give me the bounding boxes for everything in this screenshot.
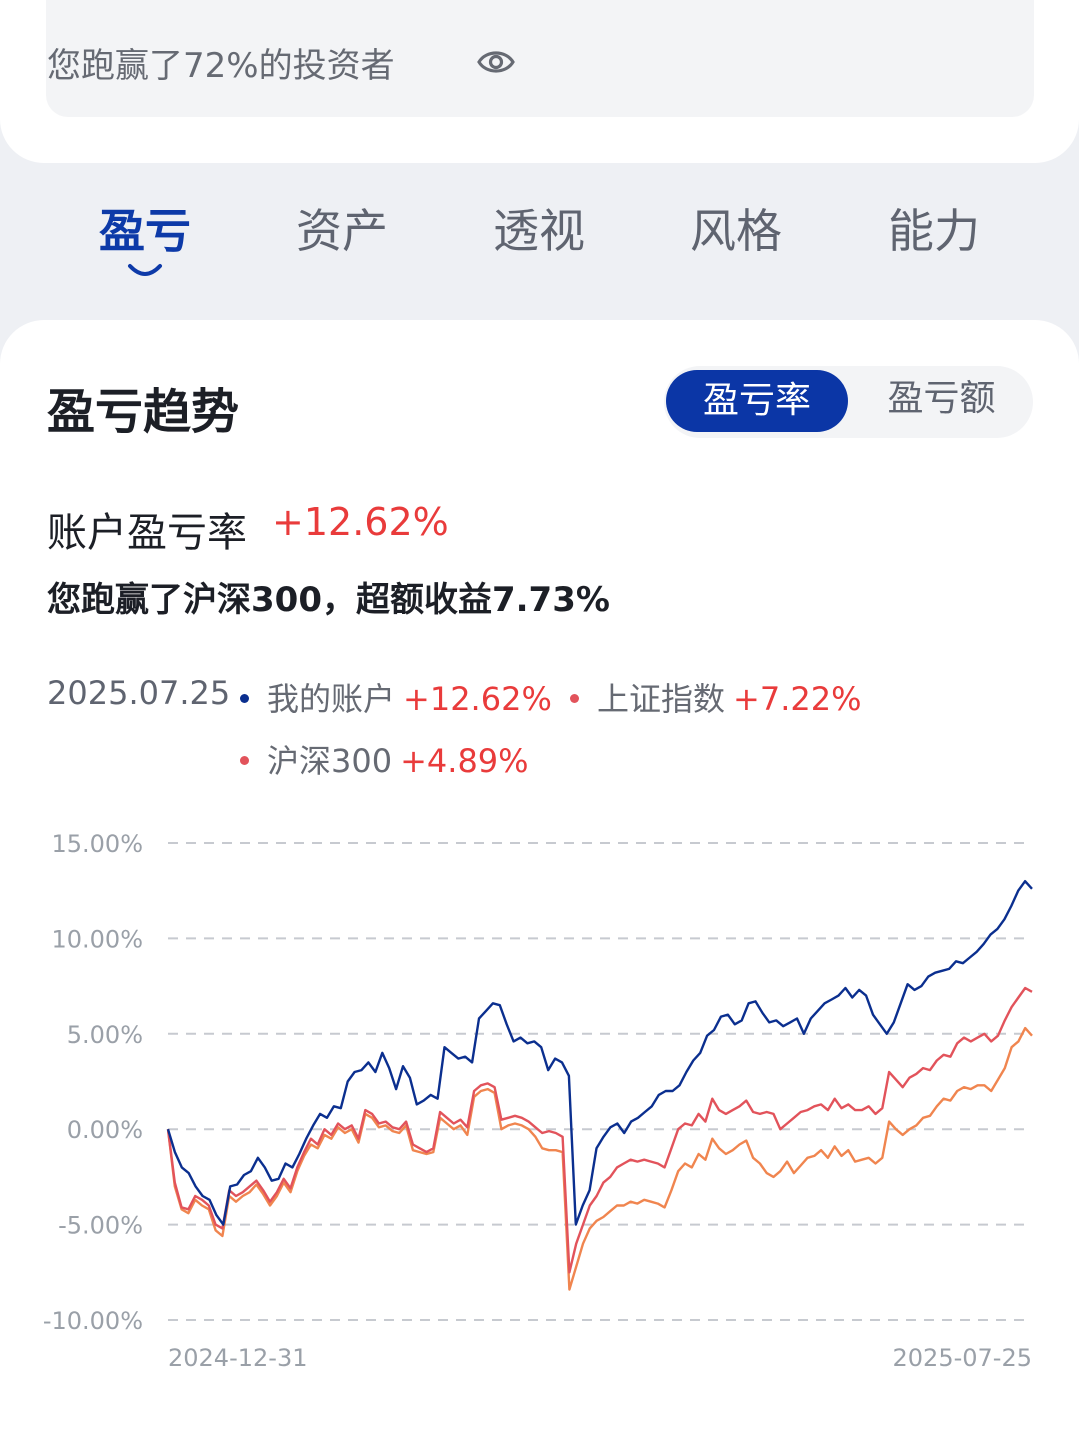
legend-dot-sse [570,693,579,703]
legend-name: 我的账户 [267,680,396,718]
eye-icon[interactable] [476,44,516,80]
tab-profit-loss[interactable]: 盈亏 [99,204,191,258]
x-tick-label-start: 2024-12-31 [168,1344,307,1372]
legend-value: +4.89% [400,742,529,780]
toggle-amount-button[interactable]: 盈亏额 [887,378,996,419]
y-tick-label: -10.00% [43,1307,143,1335]
beat-investors-text: 您跑赢了72%的投资者 [47,46,395,86]
legend-item-csi300: 沪深300 +4.89% [240,736,529,782]
legend-item-sse: 上证指数 +7.22% [570,674,861,720]
legend-name: 沪深300 [267,742,393,780]
metric-toggle: 盈亏率 盈亏额 [664,366,1033,438]
active-tab-indicator [128,264,162,276]
legend-item-account: 我的账户 +12.62% [240,674,552,720]
trend-card [0,320,1079,1439]
legend-name: 上证指数 [597,680,726,718]
y-tick-label: 5.00% [67,1021,143,1049]
legend-date: 2025.07.25 [47,674,231,712]
beat-investors-box [46,0,1034,117]
beat-index-text: 您跑赢了沪深300，超额收益7.73% [47,580,610,620]
account-rate-value: +12.62% [272,500,449,544]
tab-perspective[interactable]: 透视 [493,204,585,258]
y-tick-label: -5.00% [58,1212,143,1240]
y-tick-label: 15.00% [51,830,143,858]
series-line-0 [166,879,1033,1226]
account-rate-label: 账户盈亏率 [47,510,247,556]
legend-dot-csi300 [240,755,249,765]
series-line-1 [166,986,1033,1274]
profit-trend-chart[interactable]: 15.00% 10.00% 5.00% 0.00% -5.00% -10.00% 2024-… [0,800,1079,1400]
analysis-tabs: 盈亏 资产 透视 风格 能力 [0,195,1079,295]
legend-dot-account [240,693,249,703]
y-tick-label: 10.00% [51,925,143,953]
legend-value: +12.62% [403,680,552,718]
tab-ability[interactable]: 能力 [888,204,980,258]
legend-value: +7.22% [733,680,862,718]
toggle-rate-button[interactable]: 盈亏率 [666,370,848,432]
summary-card: 您跑赢了72%的投资者 [0,0,1079,163]
tab-assets[interactable]: 资产 [296,204,388,258]
x-tick-label-end: 2025-07-25 [893,1344,1032,1372]
tab-style[interactable]: 风格 [690,204,782,258]
y-tick-label: 0.00% [67,1116,143,1144]
section-title: 盈亏趋势 [47,384,240,440]
series-line-2 [166,1026,1033,1291]
